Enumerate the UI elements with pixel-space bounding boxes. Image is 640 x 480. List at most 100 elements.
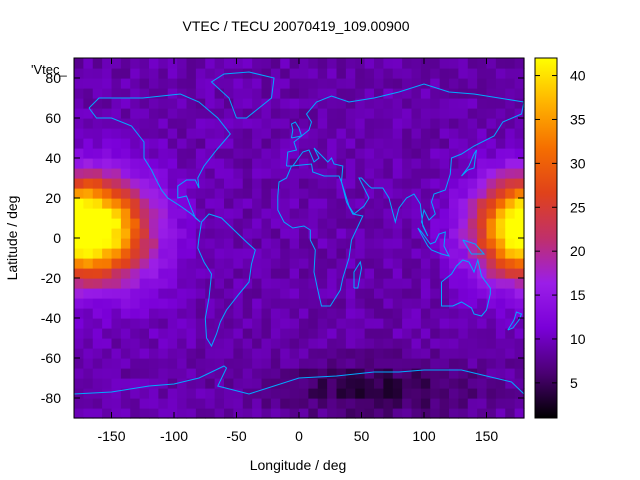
heatmap-cell [92, 358, 103, 369]
heatmap-cell [158, 258, 169, 269]
heatmap-cell [449, 408, 459, 419]
heatmap-cell [374, 388, 384, 399]
heatmap-cell [355, 138, 366, 149]
heatmap-cell [186, 378, 197, 389]
heatmap-cell [111, 68, 122, 79]
heatmap-cell [130, 88, 141, 99]
heatmap-cell [186, 408, 197, 419]
heatmap-cell [261, 148, 272, 159]
heatmap-cell [289, 68, 300, 79]
heatmap-cell [139, 288, 150, 299]
heatmap-cell [355, 148, 366, 159]
heatmap-cell [495, 388, 506, 399]
heatmap-cell [177, 68, 188, 79]
heatmap-cell [177, 98, 188, 109]
heatmap-cell [130, 378, 141, 389]
heatmap-cell [261, 258, 272, 269]
heatmap-cell [402, 368, 413, 379]
heatmap-cell [130, 198, 141, 209]
heatmap-cell [167, 308, 178, 319]
heatmap-cell [195, 238, 206, 249]
heatmap-cell [74, 208, 84, 219]
heatmap-cell [355, 348, 366, 359]
heatmap-cell [430, 248, 441, 259]
heatmap-cell [233, 178, 244, 189]
heatmap-cell [486, 238, 497, 249]
heatmap-cell [214, 128, 225, 139]
heatmap-cell [383, 278, 394, 289]
heatmap-cell [336, 68, 347, 79]
heatmap-cell [280, 408, 291, 419]
heatmap-cell [402, 188, 413, 199]
x-axis-label: Longitude / deg [250, 457, 347, 473]
heatmap-cell [242, 288, 253, 299]
heatmap-cell [327, 128, 338, 139]
heatmap-cell [411, 138, 422, 149]
heatmap-cell [280, 388, 291, 399]
heatmap-cell [83, 288, 94, 299]
heatmap-cell [449, 278, 459, 289]
heatmap-cell [177, 218, 188, 229]
heatmap-cell [449, 218, 459, 229]
heatmap-cell [83, 308, 94, 319]
heatmap-cell [214, 308, 225, 319]
heatmap-cell [83, 98, 94, 109]
heatmap-cell [252, 258, 263, 269]
heatmap-cell [495, 368, 506, 379]
heatmap-cell [308, 258, 319, 269]
heatmap-cell [261, 58, 272, 69]
heatmap-cell [505, 228, 516, 239]
heatmap-cell [120, 388, 131, 399]
x-tick-label: -150 [97, 428, 125, 444]
heatmap-cell [177, 108, 188, 119]
heatmap-cell [111, 208, 122, 219]
heatmap-cell [167, 288, 178, 299]
heatmap-cell [139, 398, 150, 409]
heatmap-cell [505, 78, 516, 89]
heatmap-cell [299, 198, 309, 209]
heatmap-cell [130, 238, 141, 249]
coastline-eurasia [286, 83, 525, 237]
heatmap-cell [308, 188, 319, 199]
heatmap-cell [299, 208, 309, 219]
heatmap-cell [120, 348, 131, 359]
heatmap-cell [355, 88, 366, 99]
heatmap-cell [299, 338, 309, 349]
heatmap-cell [158, 118, 169, 129]
heatmap-cell [233, 228, 244, 239]
heatmap-cell [92, 128, 103, 139]
heatmap-cell [402, 58, 413, 69]
heatmap-cell [92, 108, 103, 119]
heatmap-cell [242, 248, 253, 259]
heatmap-cell [224, 238, 234, 249]
heatmap-cell [402, 238, 413, 249]
heatmap-cell [214, 108, 225, 119]
heatmap-cell [364, 128, 375, 139]
heatmap-cell [458, 78, 469, 89]
heatmap-cell [83, 118, 94, 129]
heatmap-cell [270, 388, 281, 399]
heatmap-cell [420, 88, 431, 99]
heatmap-cell [92, 288, 103, 299]
heatmap-cell [149, 368, 159, 379]
heatmap-cell [289, 128, 300, 139]
heatmap-cell [477, 178, 488, 189]
heatmap-cell [449, 188, 459, 199]
heatmap-cell [130, 288, 141, 299]
heatmap-cell [514, 188, 525, 199]
heatmap-cell [214, 288, 225, 299]
heatmap-cell [233, 238, 244, 249]
heatmap-cell [467, 98, 478, 109]
heatmap-cell [102, 68, 113, 79]
heatmap-cell [252, 358, 263, 369]
heatmap-cell [486, 188, 497, 199]
heatmap-cell [374, 118, 384, 129]
heatmap-cell [130, 358, 141, 369]
heatmap-cell [130, 278, 141, 289]
heatmap-cell [402, 378, 413, 389]
heatmap-cell [355, 318, 366, 329]
heatmap-cell [224, 248, 234, 259]
heatmap-cell [167, 398, 178, 409]
heatmap-cell [205, 98, 216, 109]
heatmap-cell [186, 128, 197, 139]
